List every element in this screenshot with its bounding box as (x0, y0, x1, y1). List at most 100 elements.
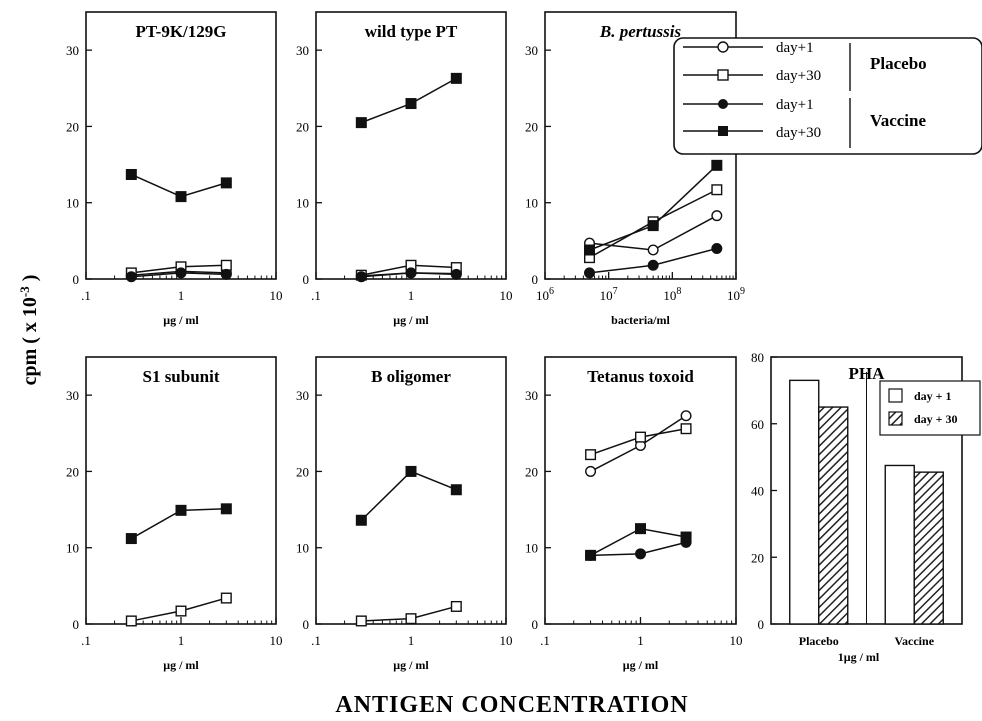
legend-box: day+1 day+30 day+1 day+30 Placebo Vaccin… (673, 37, 982, 155)
data-point-placebo-day-30 (711, 184, 723, 196)
panel-b-oligomer: 0 10 20 30 .1 1 10 B oligomer μg / ml (296, 356, 513, 672)
y-tick-label: 20 (751, 550, 764, 565)
series-line-vaccine-day-30 (360, 470, 457, 521)
x-tick-label: 10 (270, 288, 283, 303)
data-point-vaccine-day-1 (355, 271, 367, 283)
data-point-vaccine-day-1 (647, 259, 659, 271)
y-tick-label: 20 (296, 119, 309, 134)
pha-legend-swatch-day-1 (888, 388, 903, 403)
y-tick-label: 60 (751, 417, 764, 432)
data-point-vaccine-day-30 (405, 98, 417, 110)
data-point-placebo-day-30 (355, 615, 367, 627)
y-tick-label: 0 (758, 617, 765, 632)
data-point-vaccine-day-1 (220, 268, 232, 280)
panel-title: B oligomer (371, 367, 451, 386)
y-tick-label: 10 (296, 196, 309, 211)
bar-day-30-placebo (818, 406, 849, 625)
data-point-vaccine-day-30 (175, 191, 187, 203)
panel-title: B. pertussis (599, 22, 682, 41)
data-point-vaccine-day-1 (175, 267, 187, 279)
x-tick-label: 1 (178, 288, 185, 303)
x-tick-label: 106 (536, 286, 554, 303)
y-tick-label: 0 (73, 617, 80, 632)
panel-b-pertussis: 0 10 20 30 106 107 108 109 B. pertussis bacteria/… (525, 11, 745, 327)
data-point-placebo-day-1 (585, 465, 597, 477)
y-tick-label: 10 (525, 196, 538, 211)
panel-title: wild type PT (365, 22, 458, 41)
plot-frame (544, 356, 737, 625)
legend-group-vaccine: Vaccine (870, 111, 926, 130)
y-tick-label: 0 (303, 617, 310, 632)
x-tick-label: 1 (637, 633, 644, 648)
x-tick-label: 108 (663, 286, 681, 303)
data-point-placebo-day-1 (711, 210, 723, 222)
legend-marker-vaccine-day30 (718, 126, 728, 136)
category-label-placebo: Placebo (799, 634, 839, 648)
legend-marker-placebo-day1 (717, 41, 729, 53)
y-tick-label: 20 (525, 119, 538, 134)
pha-legend-label-day-1: day + 1 (914, 389, 952, 403)
y-axis-label: cpm ( x 10-3 ) (17, 275, 41, 386)
y-tick-label: 30 (296, 43, 309, 58)
x-tick-label: 10 (500, 288, 513, 303)
x-tick-label: .1 (311, 288, 321, 303)
x-tick-label: 107 (600, 286, 618, 303)
pha-legend-label-day-30: day + 30 (914, 412, 958, 426)
x-tick-label: 109 (727, 286, 745, 303)
x-axis-label: bacteria/ml (611, 313, 670, 327)
data-point-vaccine-day-30 (635, 523, 647, 535)
y-tick-label: 20 (66, 464, 79, 479)
data-point-vaccine-day-1 (584, 267, 596, 279)
x-tick-label: 10 (500, 633, 513, 648)
panel-pt-9k-129g: 0 10 20 30 .1 1 10 PT-9K/129G μg / ml (66, 11, 283, 327)
y-tick-label: 10 (66, 541, 79, 556)
legend-group-placebo: Placebo (870, 54, 927, 73)
x-tick-label: 1 (408, 288, 415, 303)
data-point-vaccine-day-30 (220, 503, 232, 515)
data-point-placebo-day-30 (220, 592, 232, 604)
panel-title: S1 subunit (142, 367, 219, 386)
data-point-vaccine-day-1 (125, 271, 137, 283)
data-point-placebo-day-30 (125, 615, 137, 627)
x-tick-label: 10 (730, 633, 743, 648)
legend-label-placebo-day1: day+1 (776, 40, 814, 56)
x-tick-label: 1 (178, 633, 185, 648)
data-point-vaccine-day-1 (405, 267, 417, 279)
plot-frame (85, 11, 277, 280)
data-point-vaccine-day-30 (125, 533, 137, 545)
legend-label-vaccine-day30: day+30 (776, 125, 821, 141)
y-tick-label: 0 (73, 272, 80, 287)
legend-label-placebo-day30: day+30 (776, 68, 821, 84)
data-point-placebo-day-30 (635, 431, 647, 443)
y-tick-label: 0 (303, 272, 310, 287)
x-tick-label: .1 (540, 633, 550, 648)
panel-wild-type-pt: 0 10 20 30 .1 1 10 wild type PT μg / ml (296, 11, 513, 327)
x-tick-label: 1 (408, 633, 415, 648)
y-tick-label: 0 (532, 617, 539, 632)
data-point-placebo-day-30 (405, 613, 417, 625)
x-tick-label: .1 (81, 288, 91, 303)
pha-legend: day + 1 day + 30 (879, 380, 981, 436)
panel-tetanus-toxoid: 0 10 20 30 .1 1 10 Tetanus toxoid μg / ml (525, 356, 743, 672)
y-tick-label: 30 (296, 388, 309, 403)
legend-marker-placebo-day30 (717, 69, 729, 81)
data-point-placebo-day-30 (585, 449, 597, 461)
data-point-vaccine-day-30 (175, 504, 187, 516)
data-point-vaccine-day-30 (450, 484, 462, 496)
panel-title: PHA (849, 364, 886, 383)
plot-frame (315, 11, 507, 280)
y-tick-label: 10 (525, 541, 538, 556)
x-axis-label: μg / ml (393, 313, 429, 327)
data-point-placebo-day-30 (450, 600, 462, 612)
data-point-vaccine-day-30 (405, 465, 417, 477)
series-line-vaccine-day-30 (589, 164, 718, 251)
y-tick-label: 80 (751, 350, 764, 365)
x-axis-label: μg / ml (623, 658, 659, 672)
data-point-vaccine-day-30 (584, 244, 596, 256)
y-tick-label: 10 (296, 541, 309, 556)
y-tick-label: 40 (751, 484, 764, 499)
data-point-vaccine-day-30 (711, 159, 723, 171)
x-tick-label: .1 (311, 633, 321, 648)
y-axis-label-exponent: -3 (17, 286, 32, 297)
